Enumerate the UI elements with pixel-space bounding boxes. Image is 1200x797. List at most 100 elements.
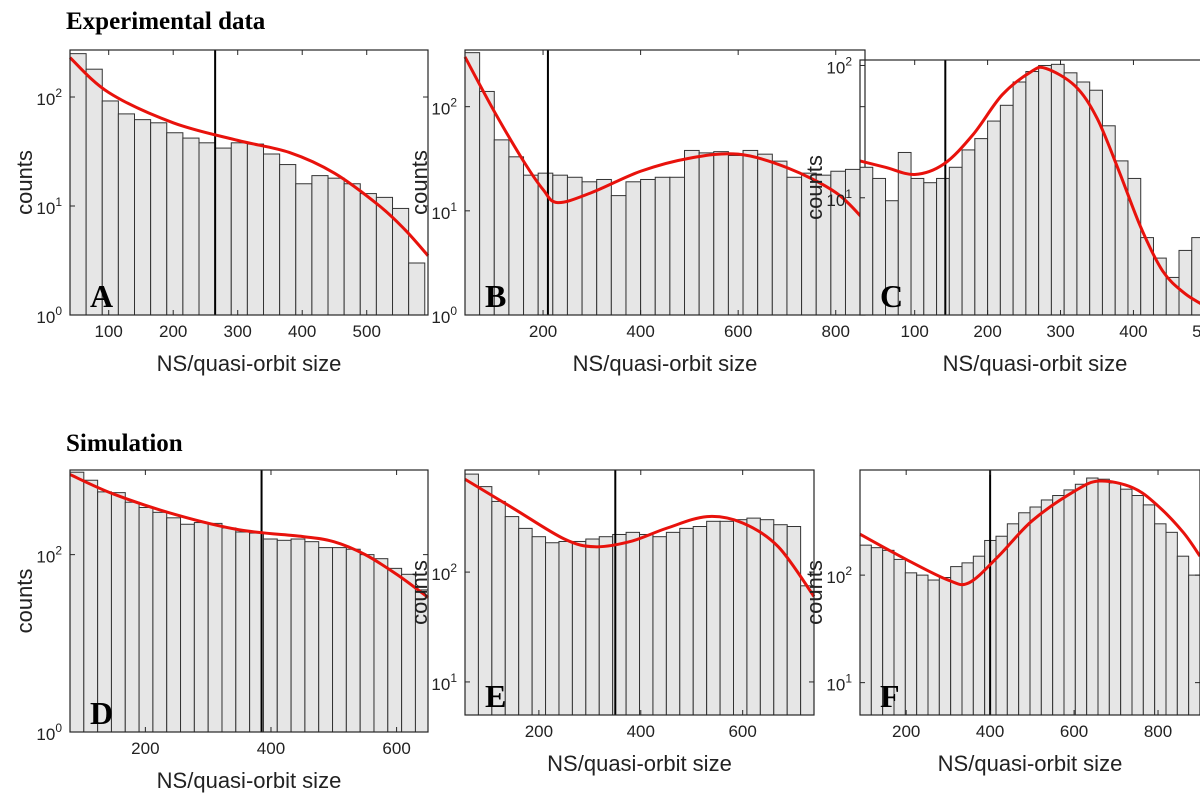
histogram-bar: [531, 536, 547, 716]
histogram-bar: [1012, 81, 1027, 316]
histogram-bar: [581, 181, 598, 316]
histogram-bar: [987, 120, 1001, 316]
histogram-bar: [327, 177, 345, 316]
panel-letter: E: [485, 678, 506, 714]
fit-curve: [68, 56, 430, 257]
histogram-bar: [759, 519, 775, 716]
panel-letter: D: [90, 695, 113, 731]
histogram-bar: [995, 535, 1008, 716]
histogram-bar: [69, 471, 85, 733]
histogram-bar: [936, 177, 950, 316]
x-tick-label: 200: [525, 722, 553, 741]
x-tick-label: 600: [724, 322, 752, 341]
histogram-bar: [138, 506, 154, 733]
x-tick-label: 200: [892, 722, 920, 741]
histogram-bar: [518, 527, 533, 716]
x-tick-label: 400: [976, 722, 1004, 741]
histogram-bar: [221, 527, 237, 733]
histogram-bar: [999, 104, 1014, 316]
histogram-bar: [904, 572, 918, 716]
y-tick-label: 102: [431, 96, 457, 119]
x-tick-label: 300: [1046, 322, 1074, 341]
histogram-bar: [1052, 495, 1065, 716]
y-tick-label: 101: [826, 672, 852, 695]
histogram-bar: [679, 527, 694, 716]
histogram-bar: [110, 492, 126, 733]
histogram-bar: [246, 143, 265, 316]
histogram-bar: [950, 566, 963, 716]
histogram-bar: [198, 142, 216, 316]
x-tick-label: 200: [131, 739, 159, 758]
y-tick-label: 101: [431, 200, 457, 223]
histogram-bar: [464, 473, 479, 716]
histogram-bar: [1131, 495, 1144, 716]
histogram-bar: [665, 531, 681, 716]
histogram-bar: [742, 149, 759, 316]
fit-curve: [69, 473, 429, 599]
histogram-bar: [698, 152, 715, 316]
y-tick-label: 101: [36, 195, 62, 218]
histogram-bar: [464, 52, 481, 316]
chart-panel-D: 200 400 600 100 102 NS/quasi-orbit size counts…: [12, 469, 429, 793]
y-axis-label: counts: [802, 560, 827, 625]
x-tick-label: 600: [728, 722, 756, 741]
histogram-bar: [207, 522, 223, 733]
histogram-bar: [598, 536, 614, 716]
histogram-bar: [1038, 64, 1052, 316]
histogram-bar: [1076, 81, 1091, 316]
histogram-bar: [124, 501, 140, 733]
y-axis-label: counts: [407, 560, 432, 625]
chart-panel-B: 200 400 600 800 100 101 102 NS/quasi-orbit size…: [407, 49, 867, 376]
histogram-bar: [786, 526, 802, 716]
x-tick-label: 800: [822, 322, 850, 341]
x-tick-label: 200: [973, 322, 1001, 341]
plot-frame: [69, 49, 429, 316]
histogram-bar: [230, 142, 248, 316]
plot-frame: [859, 59, 1200, 316]
fit-curve: [463, 56, 867, 223]
x-tick-label: 400: [1119, 322, 1147, 341]
histogram-bar: [408, 262, 426, 316]
histogram-bar: [625, 531, 641, 716]
histogram-bar: [150, 122, 168, 316]
x-axis-label: NS/quasi-orbit size: [573, 351, 758, 376]
x-tick-label: 400: [257, 739, 285, 758]
histogram-bar: [669, 176, 686, 316]
panel-letter: F: [880, 678, 900, 714]
y-tick-label: 100: [36, 304, 62, 327]
histogram-bar: [639, 533, 654, 716]
histogram-bar: [235, 531, 251, 733]
histogram-bar: [1006, 523, 1020, 716]
histogram-bar: [974, 138, 989, 316]
histogram-bar: [180, 523, 195, 733]
histogram-bar: [134, 119, 152, 316]
histogram-bar: [152, 511, 168, 733]
x-tick-label: 100: [901, 322, 929, 341]
x-tick-label: 200: [159, 322, 187, 341]
chart-panel-F: 200 400 600 800 101 102 NS/quasi-orbit size cou…: [802, 469, 1200, 776]
plot-frame: [69, 469, 429, 733]
histogram-bar: [311, 175, 329, 316]
histogram-bar: [69, 53, 87, 316]
histogram-bar: [343, 183, 361, 316]
histogram-bar: [1176, 555, 1190, 716]
histogram-bar: [859, 166, 874, 316]
histogram-bar: [214, 147, 232, 316]
histogram-bar: [746, 517, 761, 716]
histogram-bar: [625, 181, 642, 316]
chart-panel-C: 100 200 300 400 500 101 102 NS/quasi-orbit size…: [802, 54, 1200, 376]
panel-letter: A: [90, 278, 113, 314]
histogram-bar: [571, 540, 587, 716]
histogram-bar: [786, 176, 803, 316]
x-tick-label: 800: [1144, 722, 1172, 741]
histogram-bar: [373, 558, 389, 733]
histogram-bar: [706, 520, 721, 716]
histogram-bar: [290, 538, 306, 733]
fit-curve: [859, 479, 1200, 587]
histogram-bar: [733, 519, 748, 716]
histogram-bar: [652, 536, 667, 716]
y-tick-label: 100: [36, 721, 62, 744]
plot-frame: [464, 469, 815, 716]
x-tick-label: 400: [288, 322, 316, 341]
x-tick-label: 400: [626, 322, 654, 341]
